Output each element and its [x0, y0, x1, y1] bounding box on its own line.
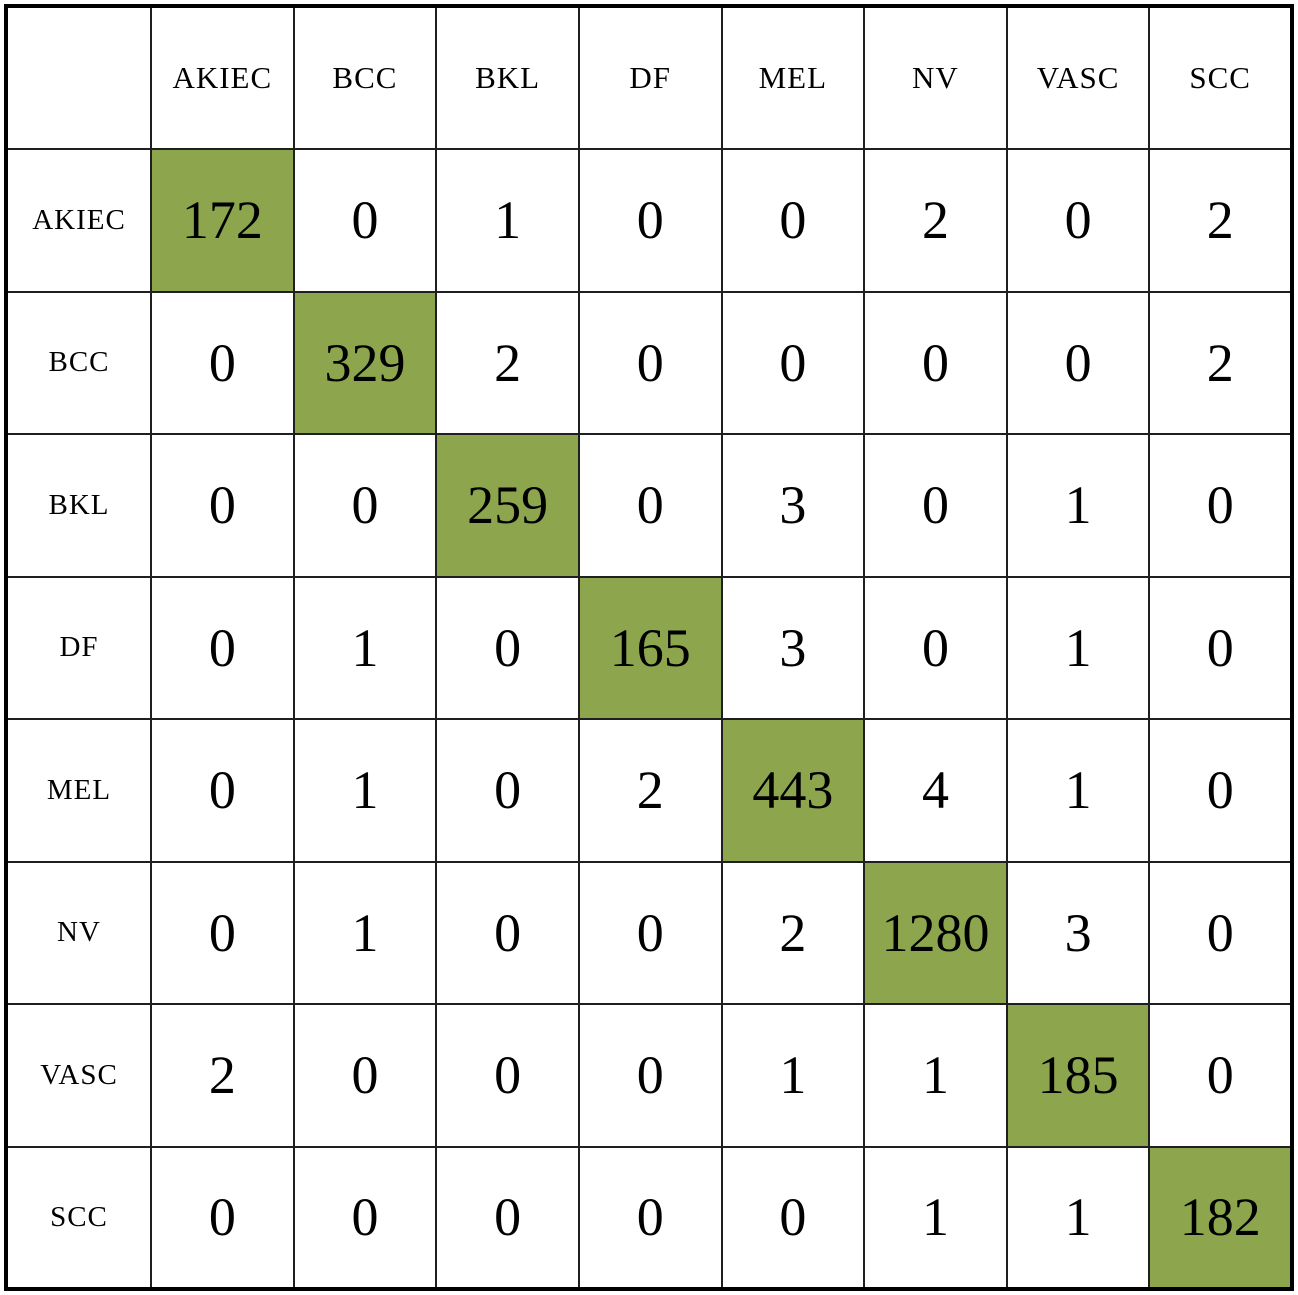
matrix-cell: 3 — [1005, 860, 1151, 1005]
matrix-cell-diagonal: 443 — [720, 718, 866, 863]
matrix-cell: 0 — [1148, 575, 1293, 720]
corner-cell — [5, 5, 152, 150]
matrix-cell: 1 — [435, 148, 580, 293]
matrix-cell: 0 — [577, 148, 723, 293]
matrix-cell: 0 — [150, 290, 295, 435]
matrix-cell: 0 — [150, 718, 295, 863]
table-row: AKIEC 172 0 1 0 0 2 0 2 — [5, 148, 1293, 293]
row-header-mel: MEL — [5, 718, 152, 863]
matrix-cell-diagonal: 165 — [577, 575, 723, 720]
matrix-cell: 0 — [150, 860, 295, 1005]
column-header-df: DF — [577, 5, 723, 150]
matrix-cell: 0 — [150, 1145, 295, 1290]
matrix-cell: 4 — [863, 718, 1008, 863]
matrix-cell: 0 — [292, 1003, 438, 1148]
matrix-cell: 0 — [577, 1145, 723, 1290]
matrix-cell: 0 — [1005, 290, 1151, 435]
matrix-cell: 0 — [1148, 718, 1293, 863]
matrix-cell: 1 — [720, 1003, 866, 1148]
matrix-cell: 0 — [150, 575, 295, 720]
column-header-nv: NV — [863, 5, 1008, 150]
row-header-bkl: BKL — [5, 433, 152, 578]
matrix-cell: 0 — [435, 1003, 580, 1148]
table-row: BKL 0 0 259 0 3 0 1 0 — [5, 433, 1293, 578]
matrix-cell: 2 — [1148, 148, 1293, 293]
matrix-cell: 2 — [577, 718, 723, 863]
matrix-cell: 0 — [720, 290, 866, 435]
matrix-cell: 0 — [863, 433, 1008, 578]
matrix-cell: 1 — [1005, 575, 1151, 720]
matrix-cell: 0 — [577, 1003, 723, 1148]
matrix-cell: 0 — [1148, 433, 1293, 578]
table-row: NV 0 1 0 0 2 1280 3 0 — [5, 860, 1293, 1005]
column-header-mel: MEL — [720, 5, 866, 150]
row-header-scc: SCC — [5, 1145, 152, 1290]
matrix-cell: 0 — [435, 718, 580, 863]
matrix-cell-diagonal: 182 — [1148, 1145, 1293, 1290]
table-row: SCC 0 0 0 0 0 1 1 182 — [5, 1145, 1293, 1290]
matrix-cell: 1 — [1005, 1145, 1151, 1290]
row-header-nv: NV — [5, 860, 152, 1005]
matrix-cell: 0 — [720, 1145, 866, 1290]
matrix-cell: 0 — [577, 290, 723, 435]
matrix-cell: 1 — [863, 1145, 1008, 1290]
matrix-cell: 0 — [577, 433, 723, 578]
matrix-cell: 1 — [1005, 433, 1151, 578]
column-header-bkl: BKL — [435, 5, 580, 150]
matrix-cell: 1 — [292, 860, 438, 1005]
matrix-cell: 3 — [720, 575, 866, 720]
column-header-bcc: BCC — [292, 5, 438, 150]
matrix-header-row: AKIEC BCC BKL DF MEL NV VASC SCC — [5, 5, 1293, 150]
matrix-cell: 2 — [435, 290, 580, 435]
column-header-scc: SCC — [1148, 5, 1293, 150]
matrix-cell-diagonal: 329 — [292, 290, 438, 435]
matrix-cell: 1 — [292, 718, 438, 863]
table-row: DF 0 1 0 165 3 0 1 0 — [5, 575, 1293, 720]
matrix-cell: 0 — [1148, 860, 1293, 1005]
matrix-cell: 0 — [292, 1145, 438, 1290]
matrix-cell: 2 — [1148, 290, 1293, 435]
matrix-cell: 0 — [292, 148, 438, 293]
column-header-vasc: VASC — [1005, 5, 1151, 150]
row-header-bcc: BCC — [5, 290, 152, 435]
matrix-cell: 0 — [1148, 1003, 1293, 1148]
matrix-cell-diagonal: 172 — [150, 148, 295, 293]
matrix-cell: 2 — [150, 1003, 295, 1148]
matrix-cell: 0 — [1005, 148, 1151, 293]
matrix-cell: 2 — [720, 860, 866, 1005]
table-row: MEL 0 1 0 2 443 4 1 0 — [5, 718, 1293, 863]
matrix-cell: 0 — [292, 433, 438, 578]
row-header-akiec: AKIEC — [5, 148, 152, 293]
matrix-cell: 0 — [863, 290, 1008, 435]
matrix-cell: 2 — [863, 148, 1008, 293]
matrix-cell-diagonal: 259 — [435, 433, 580, 578]
row-header-vasc: VASC — [5, 1003, 152, 1148]
matrix-cell: 0 — [435, 575, 580, 720]
confusion-matrix-table: AKIEC BCC BKL DF MEL NV VASC SCC AKIEC 172 0 1 0 0 2 0… — [4, 4, 1294, 1291]
confusion-matrix-figure: AKIEC BCC BKL DF MEL NV VASC SCC AKIEC 172 0 1 0 0 2 0… — [4, 4, 1294, 1291]
table-row: VASC 2 0 0 0 1 1 185 0 — [5, 1003, 1293, 1148]
table-row: BCC 0 329 2 0 0 0 0 2 — [5, 290, 1293, 435]
column-header-akiec: AKIEC — [150, 5, 295, 150]
matrix-cell: 1 — [292, 575, 438, 720]
row-header-df: DF — [5, 575, 152, 720]
matrix-cell: 0 — [435, 1145, 580, 1290]
matrix-cell: 3 — [720, 433, 866, 578]
matrix-cell: 0 — [435, 860, 580, 1005]
matrix-cell-diagonal: 185 — [1005, 1003, 1151, 1148]
matrix-cell: 1 — [863, 1003, 1008, 1148]
matrix-cell: 0 — [577, 860, 723, 1005]
matrix-cell-diagonal: 1280 — [863, 860, 1008, 1005]
matrix-cell: 0 — [863, 575, 1008, 720]
matrix-body: AKIEC 172 0 1 0 0 2 0 2 BCC 0 329 2 0 0 0 0 2 BKL 0 0 259 0 3 0 1… — [5, 148, 1293, 1290]
matrix-cell: 1 — [1005, 718, 1151, 863]
matrix-cell: 0 — [150, 433, 295, 578]
matrix-cell: 0 — [720, 148, 866, 293]
